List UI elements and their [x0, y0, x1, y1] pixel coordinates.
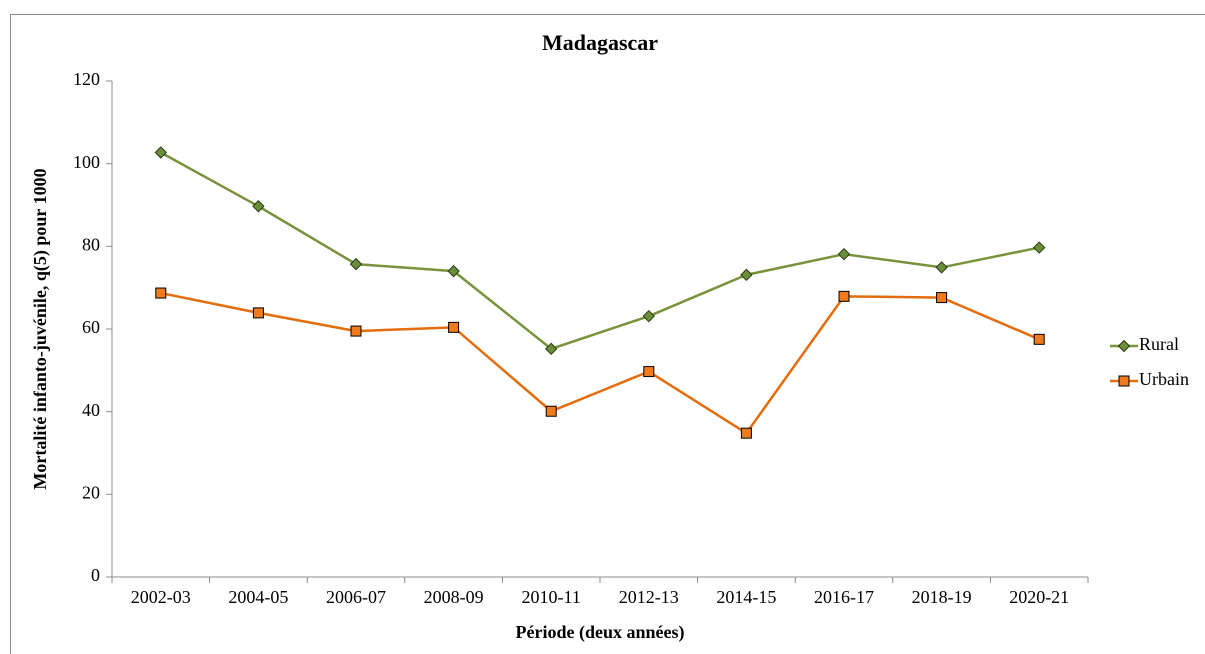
data-point	[740, 427, 752, 439]
chart-title: Madagascar	[542, 30, 658, 55]
x-tick-label: 2020-21	[1009, 587, 1069, 607]
y-tick-label: 100	[73, 152, 100, 172]
legend-label: Rural	[1139, 334, 1179, 354]
x-tick-label: 2012-13	[619, 587, 679, 607]
legend-marker	[1117, 339, 1131, 353]
legend-marker	[1118, 375, 1130, 387]
data-point	[155, 287, 167, 299]
data-point	[1033, 333, 1045, 345]
data-point	[837, 247, 851, 261]
series-line	[160, 291, 1040, 435]
data-point	[935, 261, 948, 274]
data-point	[642, 309, 656, 323]
x-tick-label: 2008-09	[424, 587, 484, 607]
x-tick-label: 2004-05	[228, 587, 288, 607]
y-tick-label: 40	[82, 400, 100, 420]
y-tick-label: 20	[82, 482, 100, 502]
data-point	[936, 292, 948, 304]
x-tick-label: 2002-03	[131, 587, 191, 607]
y-tick-label: 0	[91, 565, 100, 585]
data-point	[349, 257, 363, 271]
x-tick-label: 2016-17	[814, 587, 874, 607]
data-point	[154, 146, 168, 159]
data-point	[838, 290, 850, 302]
y-tick-label: 80	[82, 234, 100, 254]
x-tick-label: 2010-11	[522, 587, 581, 607]
legend-label: Urbain	[1139, 369, 1189, 389]
data-point	[448, 321, 460, 333]
data-point	[350, 325, 362, 337]
y-tick-label: 120	[73, 69, 100, 89]
data-point	[643, 366, 655, 378]
data-point	[545, 405, 557, 417]
y-tick-label: 60	[82, 317, 100, 337]
chart-frame	[10, 14, 1205, 654]
data-point	[447, 264, 460, 278]
y-axis-label: Mortalité infanto-juvénile, q(5) pour 10…	[30, 168, 51, 489]
x-axis-label: Période (deux années)	[516, 622, 685, 643]
data-point	[252, 307, 264, 319]
data-point	[544, 342, 558, 356]
x-tick-label: 2018-19	[912, 587, 972, 607]
series-line	[160, 151, 1040, 351]
x-tick-label: 2006-07	[326, 587, 386, 607]
data-point	[1032, 241, 1046, 254]
x-tick-label: 2014-15	[716, 587, 776, 607]
data-point	[740, 268, 753, 282]
data-point	[252, 200, 265, 213]
